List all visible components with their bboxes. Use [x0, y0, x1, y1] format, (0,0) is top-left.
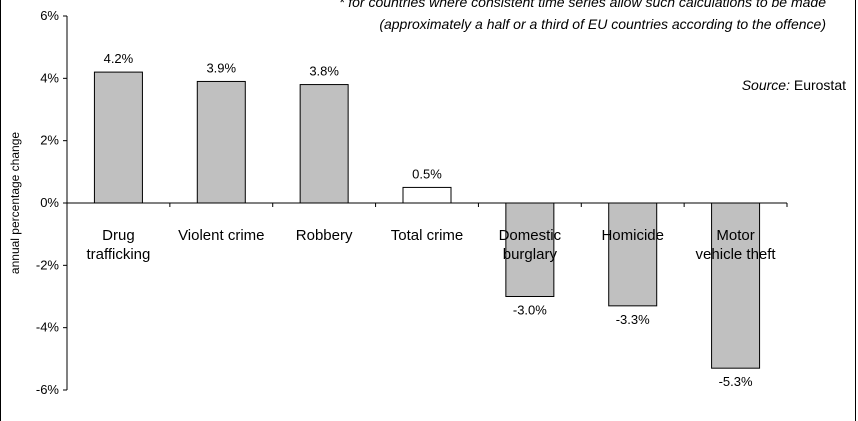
source-note: Source: Eurostat: [742, 77, 846, 93]
y-axis-title: annual percentage change: [8, 132, 22, 274]
bar: [608, 202, 658, 307]
source-value: Eurostat: [793, 77, 846, 93]
category-label: Homicide: [601, 227, 664, 244]
y-tick-label: 4%: [40, 70, 59, 85]
y-tick-label: 2%: [40, 133, 59, 148]
data-label: 3.9%: [206, 60, 236, 75]
bar: [299, 84, 349, 204]
bar: [505, 202, 555, 297]
data-label: 3.8%: [309, 64, 339, 79]
y-tick-label: -4%: [36, 320, 60, 335]
footnote-line-1: * for countries where consistent time se…: [338, 0, 826, 10]
category-label: Domestic: [499, 227, 562, 244]
category-label: Robbery: [296, 227, 353, 244]
category-label: trafficking: [86, 246, 150, 263]
data-label: -3.0%: [513, 303, 547, 318]
category-label: Motor: [716, 227, 754, 244]
y-tick-label: 6%: [40, 8, 59, 23]
category-label: Total crime: [391, 227, 464, 244]
category-label: vehicle theft: [696, 246, 777, 263]
footnote-line-2: (approximately a half or a third of EU c…: [379, 16, 826, 32]
data-label: -3.3%: [616, 312, 650, 327]
category-label: Drug: [102, 227, 135, 244]
y-tick-label: -2%: [36, 257, 60, 272]
category-label: burglary: [503, 246, 558, 263]
y-tick-label: -6%: [36, 382, 60, 397]
category-label: Violent crime: [178, 227, 264, 244]
data-label: 0.5%: [412, 166, 442, 181]
bar: [402, 186, 452, 204]
bar: [711, 202, 761, 369]
data-label: 4.2%: [104, 51, 134, 66]
data-label: -5.3%: [719, 374, 753, 389]
source-label: Source:: [741, 77, 790, 93]
bar: [196, 80, 246, 204]
y-tick-label: 0%: [40, 195, 59, 210]
bar: [93, 71, 143, 204]
